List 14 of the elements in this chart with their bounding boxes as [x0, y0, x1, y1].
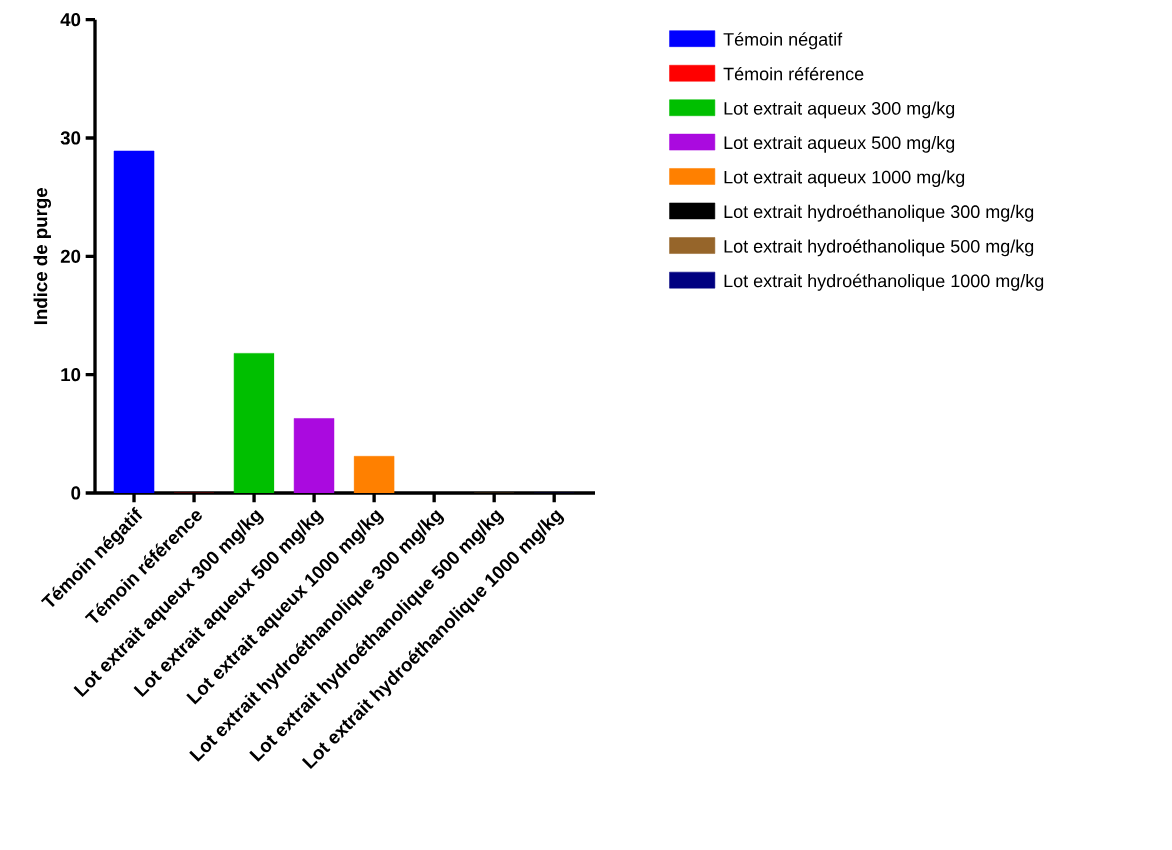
y-tick-label: 10	[61, 368, 81, 382]
legend-label: Témoin négatif	[723, 32, 843, 50]
legend-label: Lot extrait hydroéthanolique 1000 mg/kg	[724, 273, 1044, 291]
y-tick-label: 20	[60, 249, 81, 263]
y-tick-label: 0	[71, 486, 81, 500]
legend-label: Témoin référence	[723, 66, 864, 81]
y-axis-title: Indice de purge	[33, 187, 52, 325]
y-tick-label: 30	[60, 131, 81, 145]
legend-label: Lot extrait hydroéthanolique 500 mg/kg	[724, 239, 1034, 257]
legend-label: Lot extrait aqueux 300 mg/kg	[724, 101, 955, 119]
legend-label: Lot extrait aqueux 500 mg/kg	[724, 135, 955, 153]
legend-label: Lot extrait aqueux 1000 mg/kg	[724, 170, 965, 188]
legend-label: Lot extrait hydroéthanolique 300 mg/kg	[724, 204, 1034, 222]
y-tick-label: 40	[60, 13, 81, 27]
